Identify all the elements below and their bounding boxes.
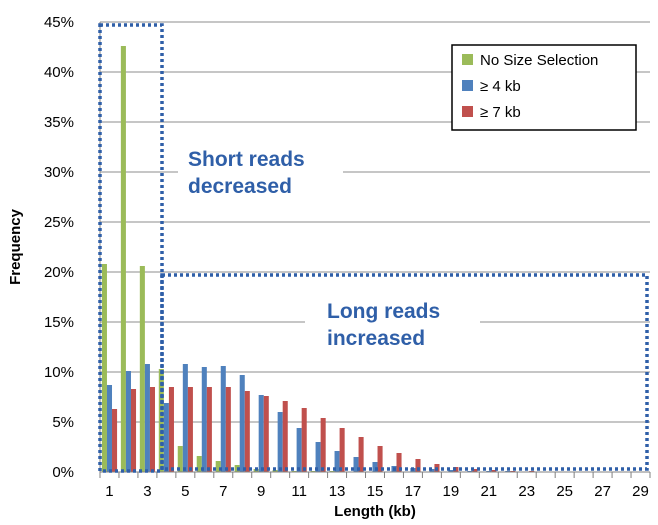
legend-swatch-4kb: [462, 80, 473, 91]
bar: [101, 264, 107, 472]
bar: [296, 428, 302, 472]
x-tick-label: 13: [329, 483, 346, 500]
bar: [272, 470, 278, 472]
y-tick-label: 25%: [44, 214, 74, 231]
y-tick-label: 5%: [52, 414, 74, 431]
bar: [358, 437, 364, 472]
bar: [448, 470, 454, 472]
x-tick-label: 15: [367, 483, 384, 500]
x-tick-label: 3: [143, 483, 151, 500]
y-tick-label: 45%: [44, 14, 74, 31]
bar: [472, 469, 478, 472]
bar: [372, 462, 378, 472]
y-tick-label: 10%: [44, 364, 74, 381]
bar: [201, 367, 207, 472]
long-reads-label-bg: [305, 296, 480, 352]
x-tick-label: 23: [518, 483, 535, 500]
legend-swatch-no-size-selection: [462, 54, 473, 65]
bar: [282, 401, 288, 472]
bar: [339, 428, 345, 472]
x-tick-label: 19: [443, 483, 460, 500]
legend: No Size Selection ≥ 4 kb ≥ 7 kb: [451, 44, 637, 131]
bar: [396, 453, 402, 472]
x-tick-label: 9: [257, 483, 265, 500]
legend-label-4kb: ≥ 4 kb: [480, 78, 521, 95]
x-tick-label: 25: [556, 483, 573, 500]
y-axis-ticks: 0% 5% 10% 15% 20% 25% 30% 35% 40% 45%: [44, 14, 74, 481]
x-tick-label: 5: [181, 483, 189, 500]
y-tick-label: 15%: [44, 314, 74, 331]
bar: [225, 387, 231, 472]
x-tick-label: 29: [632, 483, 649, 500]
y-tick-label: 20%: [44, 264, 74, 281]
x-tick-label: 7: [219, 483, 227, 500]
long-reads-label-line2: increased: [327, 327, 425, 350]
bar: [163, 403, 169, 472]
x-tick-label: 11: [291, 483, 307, 500]
bar: [301, 408, 307, 472]
short-reads-label-line1: Short reads: [188, 148, 305, 171]
x-tick-label: 27: [594, 483, 611, 500]
bar: [196, 456, 202, 472]
bar: [353, 457, 359, 472]
short-reads-label-line2: decreased: [188, 175, 292, 198]
y-tick-label: 40%: [44, 64, 74, 81]
x-axis-ticks: 1 3 5 7 9 11 13 15 17 19 21 23 25 27 29: [99, 472, 651, 500]
bar: [130, 389, 137, 472]
long-reads-box: [160, 273, 649, 471]
y-tick-label: 35%: [44, 114, 74, 131]
legend-label-no-size-selection: No Size Selection: [480, 52, 598, 69]
y-tick-label: 30%: [44, 164, 74, 181]
bar: [263, 396, 269, 472]
bar: [377, 446, 383, 472]
bar: [220, 366, 226, 472]
legend-box: [451, 44, 637, 131]
bar: [491, 470, 497, 472]
bar: [139, 266, 145, 472]
bar: [120, 46, 126, 472]
bar: [315, 442, 321, 472]
bar: [244, 391, 250, 472]
long-reads-label-line1: Long reads: [327, 300, 440, 323]
y-axis-title: Frequency: [7, 208, 24, 285]
bar: [112, 409, 118, 472]
bar: [177, 446, 183, 472]
bar: [239, 375, 245, 472]
bar: [125, 371, 131, 472]
bar: [187, 387, 193, 472]
x-tick-label: 1: [105, 483, 113, 500]
x-tick-label: 21: [480, 483, 497, 500]
bar: [182, 364, 188, 472]
bar: [277, 412, 283, 472]
legend-swatch-7kb: [462, 106, 473, 117]
bar: [320, 418, 326, 472]
bar: [149, 387, 155, 472]
x-tick-label: 17: [405, 483, 422, 500]
bar: [415, 459, 421, 472]
bar: [144, 364, 150, 472]
legend-label-7kb: ≥ 7 kb: [480, 104, 521, 121]
short-reads-label-bg: [178, 144, 343, 200]
bar: [206, 387, 212, 472]
bar: [258, 395, 264, 472]
x-axis-title: Length (kb): [334, 503, 416, 520]
bar: [215, 461, 221, 472]
short-reads-box: [98, 23, 164, 473]
bar: [334, 451, 340, 472]
y-tick-label: 0%: [52, 464, 74, 481]
bar: [168, 387, 174, 472]
bar: [106, 385, 113, 472]
